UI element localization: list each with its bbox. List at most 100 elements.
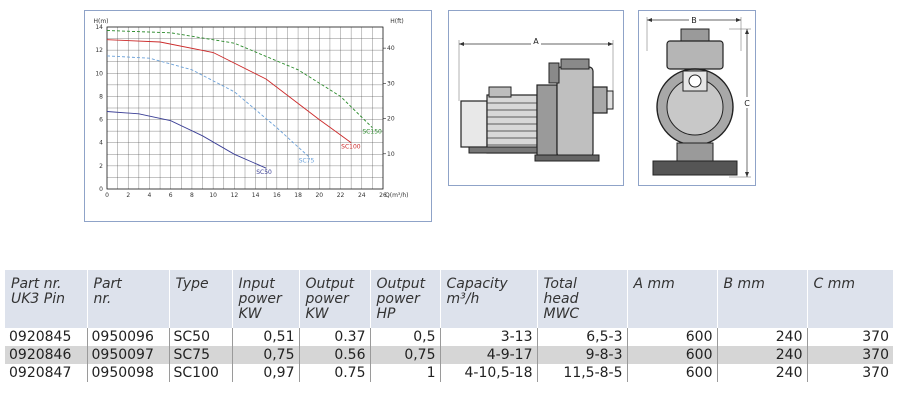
x-tick-label: 10 [209, 192, 217, 199]
table-cell: 6,5-3 [537, 328, 628, 346]
y-tick-label: 6 [99, 117, 103, 124]
column-header: Total head MWC [536, 270, 627, 328]
x-tick-label: 16 [273, 192, 281, 199]
table-cell: 0,97 [232, 364, 300, 382]
y2-tick-label: 40 [387, 45, 395, 52]
column-header-line: Type [175, 276, 209, 292]
table-cell: SC75 [169, 346, 233, 364]
table-cell: 0,51 [232, 328, 300, 346]
table-cell: 240 [717, 346, 808, 364]
column-header-line: Part nr. [11, 276, 62, 292]
dimension-a-label: A [533, 37, 539, 46]
column-header: Output power KW [298, 270, 370, 328]
column-header-line: C mm [813, 276, 856, 292]
column-header-line: HP [376, 306, 396, 322]
series-label-sc50: SC50 [256, 169, 272, 176]
series-label-sc100: SC100 [341, 144, 361, 151]
x-tick-label: 6 [169, 192, 173, 199]
table-row: 0920847 0950098 SC100 0,97 0.75 1 4-10,5-18 11,… [5, 364, 893, 382]
column-header-line: UK3 Pin [11, 291, 65, 307]
series-line-sc100 [106, 39, 352, 144]
x-tick-label: 18 [294, 192, 302, 199]
table-cell: 4-9-17 [440, 346, 538, 364]
column-header: Input power KW [231, 270, 299, 328]
column-header: B mm [716, 270, 807, 328]
y-tick-label: 8 [99, 93, 103, 100]
x-tick-label: 14 [252, 192, 260, 199]
performance-chart-panel: 0 2 4 6 8 10 12 14 16 18 20 22 24 26 0 2 4 6 8 10 12 14 10 20 30… [84, 10, 432, 222]
series-label-sc150: SC150 [362, 129, 382, 136]
table-cell: 9-8-3 [537, 346, 628, 364]
x-tick-label: 22 [337, 192, 345, 199]
y2-tick-label: 30 [387, 80, 395, 87]
table-cell: 0920845 [5, 328, 88, 346]
column-header-line: m³/h [446, 291, 480, 307]
table-cell: 0950096 [87, 328, 170, 346]
series-label-sc75: SC75 [299, 158, 315, 165]
column-header-line: B mm [723, 276, 765, 292]
table-cell: 370 [807, 346, 893, 364]
x-tick-label: 12 [231, 192, 239, 199]
column-header-line: power [238, 291, 282, 307]
column-header: C mm [806, 270, 893, 328]
column-header-line: A mm [633, 276, 675, 292]
table-row: 0920846 0950097 SC75 0,75 0.56 0,75 4-9-17 9-8-… [5, 346, 893, 364]
table-cell: 0950098 [87, 364, 170, 382]
column-header-line: Total [543, 276, 577, 292]
table-cell: 600 [627, 364, 718, 382]
plot-frame [106, 26, 384, 190]
dimension-b-label: B [691, 16, 697, 25]
table-cell: 0920847 [5, 364, 88, 382]
x-axis-label: Q(m³/h) [385, 192, 408, 199]
column-header-line: nr. [93, 291, 112, 307]
column-header-line: Output [376, 276, 426, 292]
dimension-c-label: C [744, 99, 750, 108]
table-cell: 370 [862, 365, 889, 381]
specification-table: Part nr. UK3 Pin Part nr. Type Input power KW Ou… [5, 270, 893, 382]
pump-side-view-drawing: A [458, 36, 614, 162]
x-tick-label: 2 [126, 192, 130, 199]
table-cell: SC100 [169, 364, 233, 382]
performance-chart: 0 2 4 6 8 10 12 14 16 18 20 22 24 2602468101214102030… [93, 18, 408, 199]
series-line-sc75 [106, 55, 310, 157]
y-tick-label: 12 [95, 47, 103, 54]
column-header: Type [168, 270, 232, 328]
table-cell: 240 [717, 328, 808, 346]
pump-front-view-panel: B C [638, 10, 756, 186]
table-cell: 0,75 [232, 346, 300, 364]
column-header-line: Input [238, 276, 275, 292]
table-cell: 600 [627, 346, 718, 364]
x-tick-label: 26 [379, 192, 387, 199]
column-header-line: Capacity [446, 276, 508, 292]
series-line-sc50 [106, 111, 267, 169]
y2-axis-label: H(ft) [390, 18, 404, 25]
column-header-line: KW [305, 306, 329, 322]
x-tick-label: 4 [148, 192, 152, 199]
x-tick-label: 0 [105, 192, 109, 199]
table-cell: 0920846 [5, 346, 88, 364]
table-row: 0920845 0950096 SC50 0,51 0.37 0,5 3-13 6,5-3 60… [5, 328, 893, 346]
table-cell: 0950097 [87, 346, 170, 364]
y-axis-label: H(m) [93, 18, 108, 25]
table-cell: 600 [627, 328, 718, 346]
pump-side-view-panel: A [448, 10, 624, 186]
x-tick-label: 8 [190, 192, 194, 199]
table-cell: 4-10,5-18 [440, 364, 538, 382]
y-tick-label: 2 [99, 163, 103, 170]
column-header-line: Part [93, 276, 122, 292]
y-tick-label: 4 [99, 140, 103, 147]
column-header: A mm [626, 270, 717, 328]
y-tick-label: 0 [99, 186, 103, 193]
column-header-line: head [543, 291, 579, 307]
table-cell: 3-13 [440, 328, 538, 346]
x-tick-label: 20 [315, 192, 323, 199]
table-cell: 1 [370, 364, 441, 382]
column-header-line: MWC [543, 306, 580, 322]
table-cell: 0.37 [299, 328, 371, 346]
column-header: Output power HP [369, 270, 440, 328]
column-header: Part nr. [86, 270, 169, 328]
column-header-line: power [305, 291, 349, 307]
table-cell: 370 [862, 329, 889, 345]
table-cell: 0.75 [299, 364, 371, 382]
y-tick-label: 10 [95, 70, 103, 77]
